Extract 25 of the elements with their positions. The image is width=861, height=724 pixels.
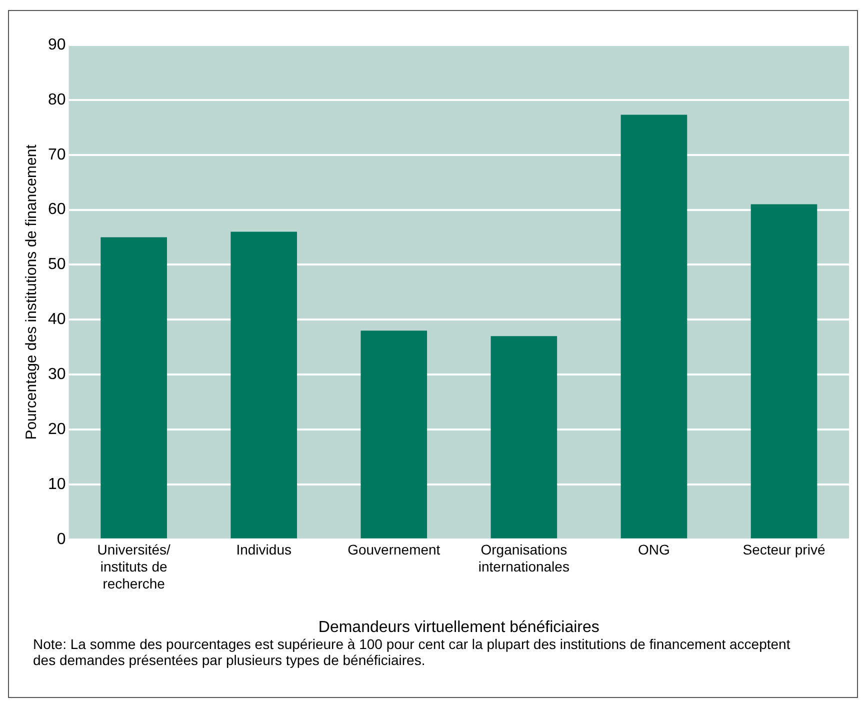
y-tick-label: 30 xyxy=(48,366,66,384)
bar xyxy=(750,204,818,538)
bar xyxy=(620,114,688,538)
y-tick-label: 60 xyxy=(48,201,66,218)
y-axis-title: Pourcentage des institutions de financement xyxy=(23,144,40,440)
x-tick-label: Individus xyxy=(236,542,292,558)
x-tick-label: Secteur privé xyxy=(742,542,826,558)
bar xyxy=(230,232,298,538)
bar xyxy=(100,237,167,538)
y-tick-label: 20 xyxy=(48,420,66,438)
x-tick-label: Organisations internationales xyxy=(478,542,570,574)
y-tick-label: 70 xyxy=(48,146,66,164)
x-tick-label: ONG xyxy=(638,542,670,558)
bar xyxy=(360,330,428,538)
text: Note: La somme des pourcentages est supérieure à 100 pour cent car la plupart des institutions de financement acceptent des demandes présentées par plusieurs types de bénéficiaires. xyxy=(33,636,792,668)
x-tick-label: Universités/ instituts de recherche xyxy=(97,542,170,592)
y-tick-label: 50 xyxy=(48,256,66,274)
y-tick-label: 0 xyxy=(56,530,66,548)
y-tick-label: 40 xyxy=(48,311,66,328)
x-axis-title: Demandeurs virtuellement bénéficiaires xyxy=(318,618,600,636)
y-tick-label: 90 xyxy=(48,36,66,54)
bar xyxy=(490,336,558,538)
y-tick-label: 80 xyxy=(48,91,66,108)
x-tick-label: Gouvernement xyxy=(348,542,440,558)
y-tick-label: 10 xyxy=(48,476,66,493)
